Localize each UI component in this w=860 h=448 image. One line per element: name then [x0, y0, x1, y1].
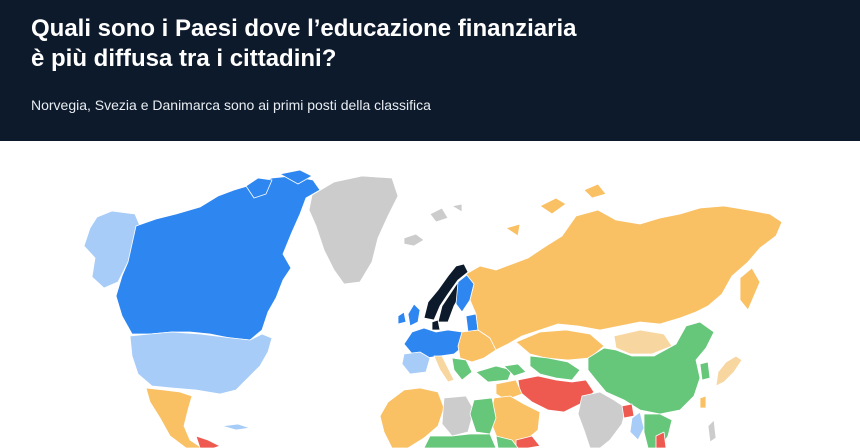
title-line-2: è più diffusa tra i cittadini?: [31, 45, 337, 72]
region-canada: [115, 175, 321, 341]
world-map-svg: [83, 169, 783, 448]
region-russia: [465, 205, 783, 351]
region-south-asia-blue: [629, 411, 645, 441]
world-map: [0, 141, 860, 448]
region-caucasus: [503, 363, 527, 377]
page-title: Quali sono i Paesi dove l’educazione fin…: [31, 14, 731, 74]
header-banner: Quali sono i Paesi dove l’educazione fin…: [0, 0, 860, 141]
region-mongolia: [613, 329, 673, 355]
region-libya: [441, 395, 475, 437]
region-mexico: [145, 387, 203, 448]
region-svalbard: [429, 203, 463, 223]
region-iceland: [403, 233, 425, 247]
region-uk: [407, 303, 421, 327]
region-central-asia: [529, 355, 581, 381]
region-iraq-syria: [495, 379, 523, 401]
region-usa: [129, 331, 273, 395]
region-central-america: [195, 435, 221, 448]
region-bangladesh: [621, 403, 635, 419]
region-greenland: [308, 175, 399, 285]
region-china: [587, 321, 715, 415]
region-canada-islands: [245, 169, 313, 199]
region-arabia: [489, 395, 541, 448]
region-korea: [699, 361, 711, 381]
region-russia-islands: [505, 183, 607, 237]
region-sahel: [423, 433, 497, 448]
page-subtitle: Norvegia, Svezia e Danimarca sono ai pri…: [31, 97, 431, 113]
region-horn: [495, 435, 519, 448]
region-iberia: [401, 351, 431, 375]
region-denmark: [431, 319, 441, 331]
region-turkey: [475, 365, 513, 383]
region-taiwan: [699, 395, 707, 409]
region-kazakhstan: [515, 329, 605, 361]
region-egypt: [469, 397, 497, 435]
region-alaska: [83, 210, 141, 289]
region-japan: [715, 355, 743, 387]
region-cuba: [221, 423, 251, 431]
region-north-africa-west: [379, 387, 445, 448]
region-philippines: [707, 419, 717, 443]
region-southeast-asia-red: [655, 431, 667, 448]
title-line-1: Quali sono i Paesi dove l’educazione fin…: [31, 15, 577, 42]
region-ireland: [397, 311, 407, 325]
region-india: [577, 391, 627, 448]
region-italy: [433, 355, 455, 383]
region-norway: [423, 263, 469, 321]
region-kamchatka: [739, 267, 761, 311]
region-balkans: [451, 357, 473, 381]
